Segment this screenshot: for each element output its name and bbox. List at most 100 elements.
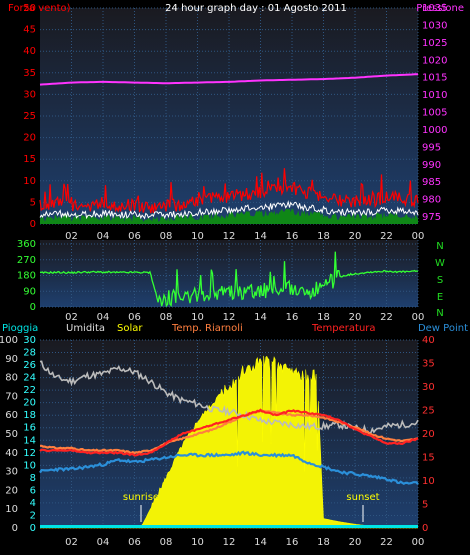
pressure-y-tick-label: 995 (422, 142, 441, 153)
direction-letter-n-bottom: N (436, 308, 443, 319)
x-tick-label: 22 (380, 312, 393, 323)
x-tick-label: 16 (286, 537, 299, 548)
x-tick-label: 20 (349, 231, 362, 242)
legend-rain: Pioggia (2, 323, 38, 334)
humidity-y-tick-label: 80 (5, 373, 18, 384)
wind-pressure-chart (39, 73, 419, 224)
rain-y-tick-label: 26 (23, 360, 36, 371)
rain-y-tick-label: 2 (30, 510, 36, 521)
direction-y-tick-label: 90 (23, 286, 36, 297)
x-tick-label: 14 (254, 312, 267, 323)
rain-y-tick-label: 24 (23, 373, 36, 384)
x-tick-label: 02 (65, 231, 78, 242)
x-tick-label: 22 (380, 231, 393, 242)
wind-y-tick-label: 5 (30, 197, 36, 208)
humidity-y-tick-label: 60 (5, 410, 18, 421)
x-tick-label: 14 (254, 231, 267, 242)
humidity-y-tick-label: 30 (5, 467, 18, 478)
direction-y-tick-label: 360 (17, 239, 36, 250)
humidity-y-tick-label: 0 (12, 523, 18, 534)
x-tick-label: 06 (128, 231, 141, 242)
direction-letter-e: E (437, 292, 443, 303)
temperature-y-tick-label: 5 (422, 500, 428, 511)
temperature-y-tick-label: 15 (422, 453, 435, 464)
rain-line (40, 525, 418, 528)
x-tick-label: 12 (223, 231, 236, 242)
humidity-y-tick-label: 10 (5, 504, 18, 515)
humidity-y-tick-label: 20 (5, 485, 18, 496)
x-tick-label: 08 (160, 537, 173, 548)
rain-y-tick-label: 22 (23, 385, 36, 396)
x-tick-label: 00 (412, 312, 425, 323)
pressure-y-tick-label: 1025 (422, 38, 447, 49)
sunrise-label: sunrise (123, 492, 159, 503)
rain-y-tick-label: 28 (23, 348, 36, 359)
x-tick-label: 04 (97, 312, 110, 323)
rain-y-tick-label: 20 (23, 398, 36, 409)
humidity-y-tick-label: 90 (5, 354, 18, 365)
humidity-y-tick-label: 70 (5, 391, 18, 402)
wind-y-tick-label: 35 (23, 68, 36, 79)
rain-y-tick-label: 10 (23, 460, 36, 471)
rain-y-tick-label: 14 (23, 435, 36, 446)
wind-average-line (39, 200, 419, 220)
x-tick-label: 20 (349, 312, 362, 323)
legend-humidity: Umidita (66, 323, 105, 334)
dewpoint-line (39, 450, 419, 485)
x-tick-label: 18 (317, 231, 330, 242)
x-tick-label: 20 (349, 537, 362, 548)
direction-letter-w: W (435, 258, 445, 269)
direction-chart (39, 251, 419, 308)
x-tick-label: 12 (223, 537, 236, 548)
temperature-y-tick-label: 0 (422, 523, 428, 534)
wind-y-tick-label: 20 (23, 133, 36, 144)
wind-y-tick-label: 40 (23, 46, 36, 57)
pressure-y-tick-label: 985 (422, 177, 441, 188)
x-tick-label: 08 (160, 312, 173, 323)
rain-y-tick-label: 4 (30, 498, 36, 509)
humidity-y-tick-label: 40 (5, 448, 18, 459)
pressure-y-tick-label: 1000 (422, 125, 447, 136)
direction-letter-n-top: N (436, 241, 443, 252)
x-tick-label: 22 (380, 537, 393, 548)
wind-y-tick-label: 0 (30, 219, 36, 230)
x-tick-label: 16 (286, 312, 299, 323)
temperature-line (39, 408, 419, 457)
pressure-y-tick-label: 975 (422, 212, 441, 223)
wind-y-tick-label: 10 (23, 176, 36, 187)
direction-y-tick-label: 270 (17, 255, 36, 266)
legend-dewpoint: Dew Point (418, 323, 468, 334)
wind-area (40, 208, 418, 224)
wind-y-tick-label: 50 (23, 3, 36, 14)
x-tick-label: 04 (97, 231, 110, 242)
temperature-y-tick-label: 30 (422, 382, 435, 393)
direction-y-tick-label: 180 (17, 271, 36, 282)
direction-y-tick-label: 0 (30, 302, 36, 313)
rain-y-tick-label: 30 (23, 335, 36, 346)
pressure-y-tick-label: 1015 (422, 73, 447, 84)
pressure-y-tick-label: 1030 (422, 20, 447, 31)
pressure-y-tick-label: 1010 (422, 90, 447, 101)
x-tick-label: 12 (223, 312, 236, 323)
wind-y-tick-label: 25 (23, 111, 36, 122)
rain-y-tick-label: 16 (23, 423, 36, 434)
temperature-solar-chart (39, 355, 419, 529)
x-tick-label: 10 (191, 537, 204, 548)
temperature-y-tick-label: 20 (422, 429, 435, 440)
x-tick-label: 10 (191, 231, 204, 242)
x-tick-label: 08 (160, 231, 173, 242)
temperature-y-tick-label: 40 (422, 335, 435, 346)
pressure-y-tick-label: 1020 (422, 55, 447, 66)
x-tick-label: 00 (412, 537, 425, 548)
rain-y-tick-label: 12 (23, 448, 36, 459)
rain-y-tick-label: 6 (30, 485, 36, 496)
direction-line (39, 251, 419, 308)
x-tick-label: 04 (97, 537, 110, 548)
pressure-axis-label: Pressione (416, 3, 464, 14)
pressure-line (39, 73, 419, 86)
wind-axis-label: Forza vento) (8, 3, 71, 14)
direction-letter-s: S (437, 275, 443, 286)
x-tick-label: 02 (65, 537, 78, 548)
